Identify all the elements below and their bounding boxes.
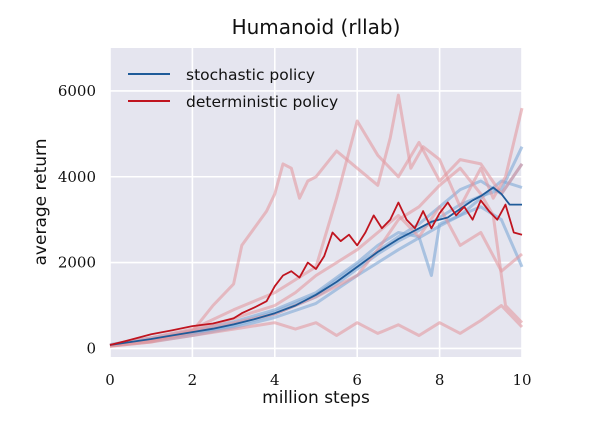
chart-title: Humanoid (rllab) [232, 15, 401, 39]
y-tick-label: 0 [86, 339, 96, 357]
stochastic-mean-line [109, 186, 522, 346]
y-tick-label: 6000 [58, 82, 96, 100]
legend-label-stochastic: stochastic policy [186, 66, 315, 84]
deterministic-mean-line [109, 199, 523, 346]
plot-area [110, 48, 522, 357]
individual-runs [109, 93, 524, 348]
x-tick-label: 4 [270, 371, 280, 389]
deterministic-run-line [109, 166, 524, 347]
deterministic-run-line [109, 304, 524, 348]
y-axis-label: average return [31, 139, 51, 266]
x-tick-label: 10 [512, 371, 531, 389]
x-axis-ticks: 0 2 4 6 8 10 [105, 371, 531, 389]
x-tick-label: 6 [352, 371, 362, 389]
x-tick-label: 8 [435, 371, 445, 389]
legend: stochastic policy deterministic policy [128, 66, 338, 111]
x-tick-label: 0 [105, 371, 115, 389]
y-axis-ticks: 0 2000 4000 6000 [58, 82, 96, 357]
y-tick-label: 2000 [58, 254, 96, 272]
grid [109, 48, 523, 357]
deterministic-run-line [109, 93, 524, 348]
mean-curves [109, 186, 523, 346]
deterministic-run-line [109, 119, 524, 347]
x-axis-label: million steps [262, 388, 370, 408]
x-tick-label: 2 [188, 371, 198, 389]
legend-label-deterministic: deterministic policy [186, 93, 338, 111]
y-tick-label: 4000 [58, 168, 96, 186]
